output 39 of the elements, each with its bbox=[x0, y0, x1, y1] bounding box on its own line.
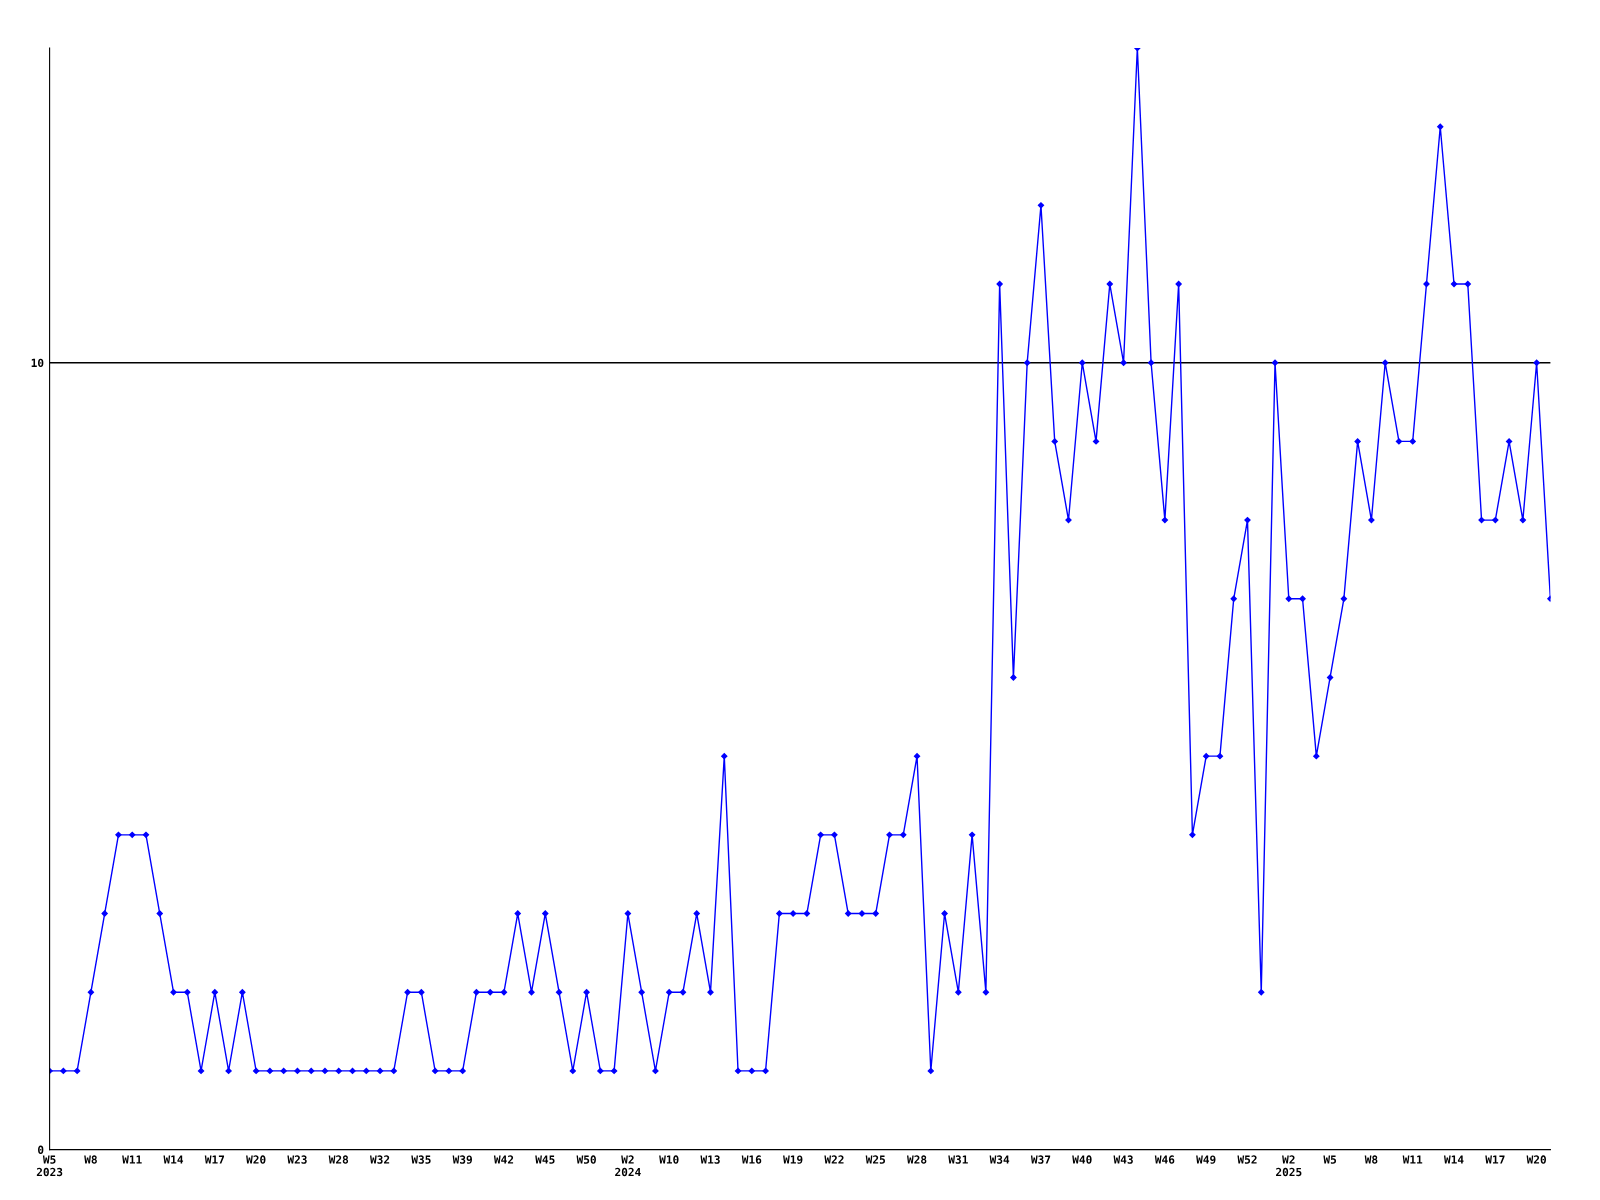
x-tick-label: W23 bbox=[287, 1155, 307, 1164]
x-tick-label: W8 bbox=[1364, 1155, 1378, 1164]
y-tick-label: 10 bbox=[31, 358, 44, 368]
x-tick-label: W35 bbox=[411, 1155, 431, 1164]
x-tick-label: W20 bbox=[246, 1155, 266, 1164]
x-tick-label: W45 bbox=[535, 1155, 555, 1164]
x-tick-label: W39 bbox=[452, 1155, 472, 1164]
x-tick-label: W42 bbox=[493, 1155, 514, 1164]
x-tick-label: W16 bbox=[741, 1155, 762, 1164]
x-tick-label: W50 bbox=[576, 1155, 596, 1164]
x-tick-label: W11 bbox=[1402, 1155, 1423, 1164]
x-tick-label: W43 bbox=[1113, 1155, 1133, 1164]
x-tick-label: W49 bbox=[1196, 1155, 1216, 1164]
x-tick-label: W17 bbox=[204, 1155, 225, 1164]
y-tick-label: 0 bbox=[38, 1145, 44, 1154]
x-tick-label: W52 bbox=[1237, 1155, 1257, 1164]
x-tick-label: W5 bbox=[1323, 1155, 1337, 1164]
x-tick-label: W13 bbox=[700, 1155, 720, 1164]
x-tick-label: W37 bbox=[1030, 1155, 1051, 1164]
x-tick-label: W14 bbox=[163, 1155, 184, 1164]
x-tick-label: W11 bbox=[122, 1155, 142, 1164]
x-tick-label: W2 2024 bbox=[615, 1155, 641, 1177]
x-tick-label: W28 bbox=[328, 1155, 349, 1164]
x-tick-label: W32 bbox=[370, 1155, 390, 1164]
x-tick-label: W25 bbox=[865, 1155, 886, 1164]
x-tick-label: W31 bbox=[948, 1155, 968, 1164]
x-tick-label: W40 bbox=[1072, 1155, 1092, 1164]
x-tick-label: W5 2023 bbox=[36, 1155, 63, 1177]
x-tick-label: W2 2025 bbox=[1276, 1155, 1302, 1177]
x-tick-label: W10 bbox=[659, 1155, 679, 1164]
x-tick-label: W28 bbox=[907, 1155, 927, 1164]
x-tick-label: W17 bbox=[1485, 1155, 1505, 1164]
x-tick-label: W19 bbox=[783, 1155, 803, 1164]
x-tick-label: W46 bbox=[1154, 1155, 1175, 1164]
x-tick-label: W20 bbox=[1526, 1155, 1546, 1164]
x-tick-label: W8 bbox=[84, 1155, 97, 1164]
x-tick-label: W34 bbox=[989, 1155, 1010, 1164]
x-tick-label: W22 bbox=[824, 1155, 844, 1164]
x-tick-label: W14 bbox=[1443, 1155, 1464, 1164]
